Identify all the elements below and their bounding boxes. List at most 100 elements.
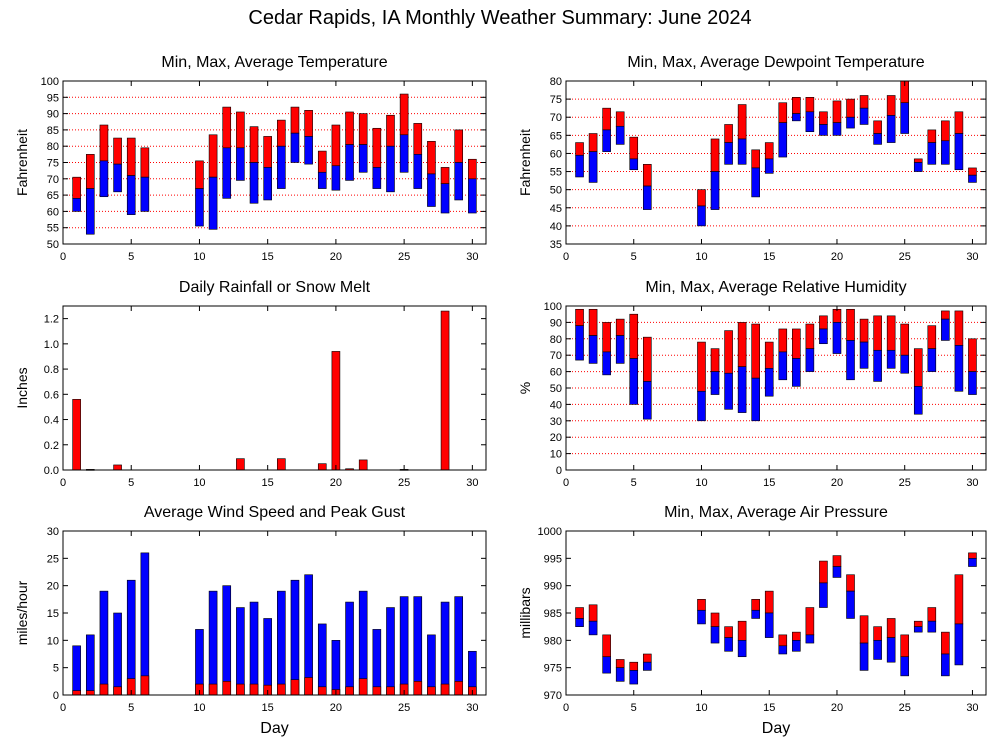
humidity-lower-bar	[954, 345, 964, 392]
temp-upper-bar	[113, 137, 122, 165]
humidity-lower-bar	[710, 371, 720, 395]
temp-upper-bar	[413, 123, 423, 155]
humidity-ytick-label: 10	[550, 449, 562, 461]
humidity-xtick-label: 20	[831, 477, 843, 489]
rain-plot-frame	[62, 305, 487, 471]
temp-lower-bar	[454, 162, 464, 201]
average-wind-bar	[317, 686, 327, 696]
temp-ytick-label: 65	[47, 190, 59, 202]
rain-bar	[440, 310, 450, 471]
average-wind-bar	[345, 686, 354, 696]
average-wind-bar	[208, 683, 218, 696]
temp-lower-bar	[99, 160, 109, 198]
pressure-upper-bar	[710, 612, 720, 627]
temp-xtick-label: 0	[60, 251, 66, 263]
pressure-lower-bar	[819, 582, 828, 608]
dewpoint-upper-bar	[575, 142, 584, 156]
dewpoint-lower-bar	[751, 167, 760, 198]
pressure-title: Min, Max, Average Air Pressure	[664, 504, 888, 521]
gust-bar	[236, 607, 245, 696]
pressure-chart: Min, Max, Average Air Pressure 970 975 980 9…	[517, 504, 987, 737]
temp-lower-bar	[317, 171, 327, 189]
humidity-xtick-label: 10	[695, 477, 707, 489]
pressure-upper-bar	[575, 607, 584, 619]
gust-bar	[208, 590, 218, 696]
dewpoint-ytick-label: 75	[550, 94, 562, 106]
humidity-upper-bar	[886, 315, 896, 351]
gust-bar	[72, 645, 81, 696]
dewpoint-lower-bar	[819, 124, 828, 136]
average-wind-bar	[427, 686, 436, 696]
dewpoint-xtick-label: 10	[695, 251, 707, 263]
temp-lower-bar	[290, 132, 300, 163]
pressure-lower-bar	[805, 634, 815, 644]
pressure-lower-bar	[927, 620, 937, 633]
average-wind-bar	[413, 681, 423, 696]
temp-upper-bar	[222, 106, 232, 149]
humidity-upper-bar	[927, 325, 937, 349]
humidity-lower-bar	[968, 371, 977, 395]
average-wind-bar	[440, 683, 450, 696]
humidity-upper-bar	[954, 310, 964, 346]
pressure-lower-bar	[778, 645, 788, 655]
dewpoint-upper-bar	[913, 158, 923, 163]
dewpoint-lower-bar	[642, 185, 652, 210]
pressure-xtick-label: 10	[695, 702, 707, 714]
wind-xlabel: Day	[260, 720, 288, 737]
dewpoint-lower-bar	[954, 133, 964, 171]
dewpoint-upper-bar	[792, 97, 801, 114]
dewpoint-xtick-label: 5	[631, 251, 637, 263]
temp-lower-bar	[427, 173, 436, 207]
temp-lower-bar	[263, 167, 272, 201]
humidity-title: Min, Max, Average Relative Humidity	[645, 279, 906, 296]
temp-ytick-label: 100	[41, 76, 59, 88]
wind-ytick-label: 15	[47, 608, 59, 620]
humidity-lower-bar	[615, 335, 625, 364]
temp-lower-bar	[358, 144, 368, 173]
average-wind-bar	[113, 686, 122, 696]
average-wind-bar	[99, 683, 109, 696]
dewpoint-upper-bar	[629, 136, 639, 160]
dewpoint-ylabel: Fahrenheit	[517, 129, 533, 196]
pressure-upper-bar	[819, 560, 828, 584]
dewpoint-lower-bar	[697, 205, 706, 227]
average-wind-bar	[85, 690, 95, 696]
humidity-upper-bar	[588, 308, 598, 336]
pressure-upper-bar	[941, 631, 950, 655]
gust-bar	[263, 618, 272, 696]
temp-upper-bar	[290, 106, 300, 134]
dewpoint-lower-bar	[575, 154, 584, 178]
dewpoint-lower-bar	[737, 138, 747, 165]
gust-bar	[440, 601, 450, 696]
pressure-upper-bar	[697, 599, 706, 611]
dewpoint-upper-bar	[697, 189, 706, 207]
dewpoint-lower-bar	[724, 142, 733, 165]
temp-upper-bar	[72, 176, 81, 199]
dewpoint-ytick-label: 50	[550, 185, 562, 197]
rain-bar	[317, 463, 327, 471]
pressure-lower-bar	[588, 620, 598, 636]
pressure-ytick-label: 970	[544, 690, 562, 702]
humidity-lower-bar	[778, 351, 788, 381]
humidity-ytick-label: 80	[550, 334, 562, 346]
temp-upper-bar	[399, 93, 409, 136]
temp-lower-bar	[140, 176, 150, 212]
dewpoint-upper-bar	[778, 102, 788, 123]
rain-bar	[113, 464, 122, 471]
humidity-lower-bar	[575, 325, 584, 361]
pressure-xtick-label: 25	[899, 702, 911, 714]
pressure-lower-bar	[642, 661, 652, 671]
humidity-ytick-label: 30	[550, 416, 562, 428]
temp-ytick-label: 80	[47, 141, 59, 153]
gust-bar	[454, 596, 464, 696]
temp-chart: Min, Max, Average Temperature50556065707…	[14, 54, 487, 263]
pressure-upper-bar	[873, 626, 882, 641]
temp-lower-bar	[331, 165, 341, 191]
rain-ytick-label: 0.6	[44, 389, 59, 401]
temp-upper-bar	[99, 124, 109, 162]
dewpoint-ytick-label: 60	[550, 148, 562, 160]
pressure-upper-bar	[602, 634, 611, 658]
humidity-upper-bar	[615, 318, 625, 336]
temp-ytick-label: 85	[47, 125, 59, 137]
humidity-ytick-label: 20	[550, 432, 562, 444]
